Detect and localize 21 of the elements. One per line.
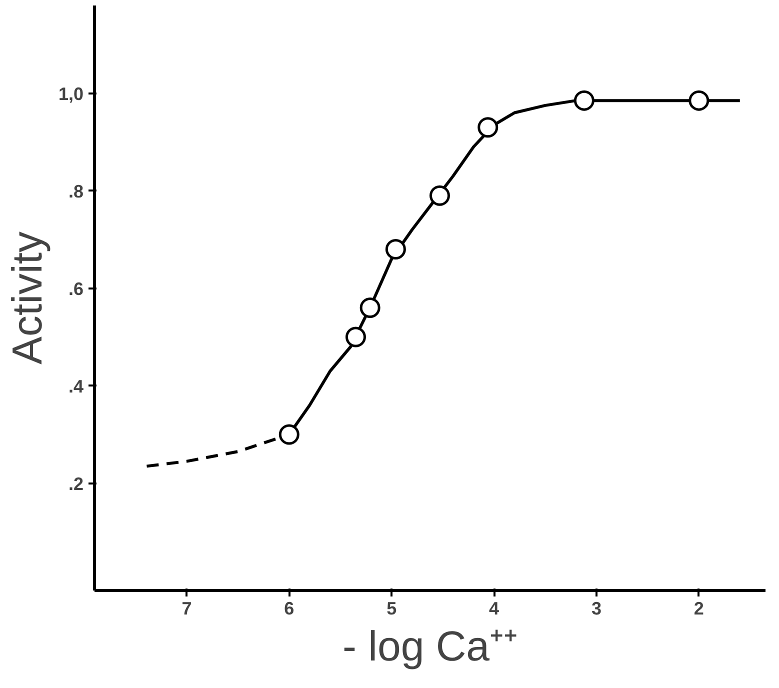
y-axis-title: Activity [3, 231, 50, 365]
y-tick-label: .6 [68, 278, 84, 299]
point [429, 185, 450, 206]
x-axis-title: - log Ca⁺⁺ [342, 622, 518, 670]
y-tick-label: .2 [68, 474, 84, 494]
x-tick-label: 6 [284, 598, 294, 618]
y-tick-label: 1,0 [58, 84, 84, 104]
x-tick-label: 4 [489, 598, 500, 618]
point [360, 298, 380, 318]
point [478, 117, 498, 138]
point [385, 239, 406, 260]
point [278, 424, 300, 445]
x-tick-label: 2 [694, 598, 704, 618]
y-tick-label: .8 [68, 181, 84, 202]
y-tick-label: .4 [68, 376, 84, 396]
point [688, 90, 710, 111]
x-tick-label: 7 [182, 598, 192, 618]
x-tick-label: 5 [386, 598, 397, 618]
x-tick-label: 3 [591, 598, 602, 618]
point [345, 326, 366, 348]
point [574, 90, 594, 111]
